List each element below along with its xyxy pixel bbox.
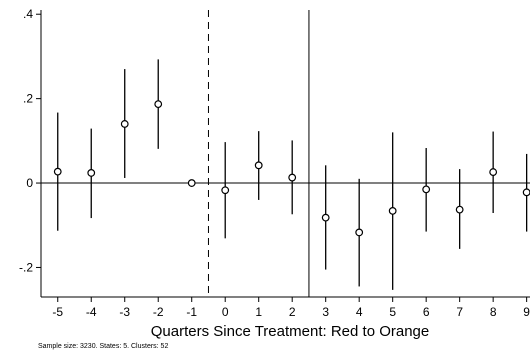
x-tick-label: -1 xyxy=(186,305,197,319)
y-tick-label: 0 xyxy=(26,176,33,190)
point-estimate xyxy=(522,188,530,197)
y-tick-label: .2 xyxy=(23,92,33,106)
point-estimate xyxy=(87,169,96,177)
point-estimate xyxy=(221,186,230,195)
point-estimate xyxy=(120,120,129,128)
x-tick-label: 5 xyxy=(389,305,396,319)
sample-size-note: Sample size: 3230. States: 5. Clusters: … xyxy=(38,343,169,350)
point-estimate xyxy=(489,168,498,176)
x-tick-label: 9 xyxy=(523,305,530,319)
point-estimate xyxy=(187,179,196,187)
y-tick-label: .4 xyxy=(23,7,33,21)
x-tick-label: -5 xyxy=(52,305,63,319)
x-tick-label: 3 xyxy=(322,305,329,319)
point-estimate xyxy=(254,161,263,170)
point-estimate xyxy=(388,206,397,215)
point-estimate xyxy=(455,205,464,214)
x-tick-label: -2 xyxy=(153,305,164,319)
y-tick-label: -.2 xyxy=(19,260,33,274)
x-tick-label: 8 xyxy=(490,305,497,319)
x-tick-label: 1 xyxy=(255,305,262,319)
point-estimate xyxy=(53,167,62,176)
point-estimate xyxy=(355,228,364,237)
x-tick-label: 7 xyxy=(456,305,463,319)
x-tick-label: 0 xyxy=(222,305,229,319)
x-tick-label: -3 xyxy=(119,305,130,319)
point-estimate xyxy=(288,173,297,182)
point-estimate xyxy=(154,100,163,109)
x-tick-label: 2 xyxy=(289,305,296,319)
x-axis-title: Quarters Since Treatment: Red to Orange xyxy=(151,323,429,340)
x-tick-label: -4 xyxy=(86,305,97,319)
x-tick-label: 4 xyxy=(356,305,363,319)
point-estimate xyxy=(321,213,330,222)
x-tick-label: 6 xyxy=(423,305,430,319)
point-estimate xyxy=(422,185,431,194)
